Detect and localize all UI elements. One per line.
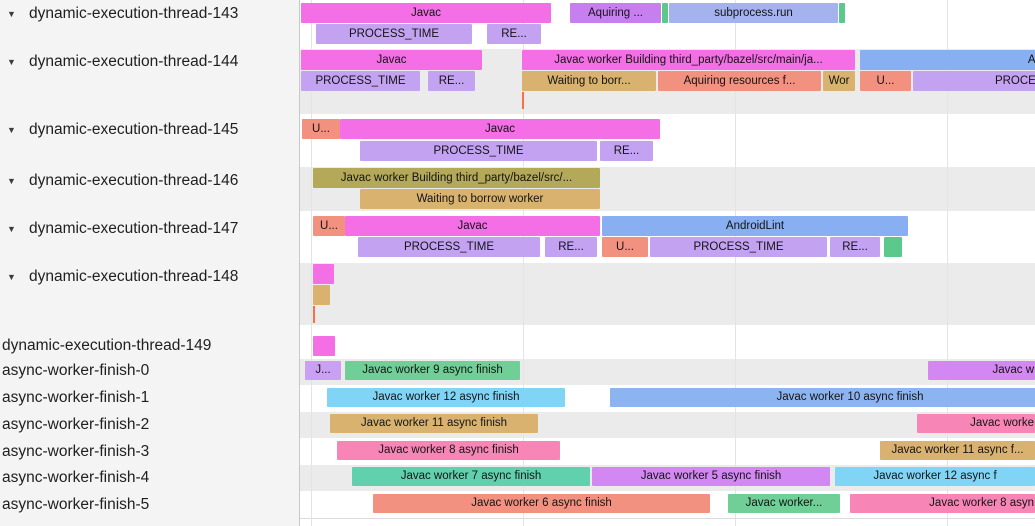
track-label: async-worker-finish-1	[2, 389, 150, 406]
trace-slice[interactable]: Javac worker 10 async finish	[610, 388, 1035, 407]
trace-slice-tick[interactable]	[313, 306, 315, 323]
trace-slice[interactable]: Waiting to borrow worker	[360, 189, 600, 209]
trace-slice[interactable]: Javac worke	[917, 414, 1035, 433]
trace-slice[interactable]: PROCESS_TIME	[360, 141, 597, 161]
collapse-arrow-icon[interactable]: ▼	[7, 272, 16, 282]
collapse-arrow-icon[interactable]: ▼	[7, 9, 16, 19]
collapse-arrow-icon[interactable]: ▼	[7, 224, 16, 234]
trace-slice[interactable]: Aquiring resources f...	[658, 71, 821, 91]
track-row-async-worker-finish-5[interactable]: async-worker-finish-5	[0, 495, 301, 515]
row-separator	[300, 518, 1035, 519]
trace-slice[interactable]: Javac worker 11 async f...	[880, 441, 1035, 460]
trace-slice[interactable]: Javac worker 6 async finish	[373, 494, 710, 513]
trace-slice[interactable]: Javac worker 7 async finish	[352, 467, 590, 486]
trace-slice[interactable]	[313, 285, 330, 305]
trace-slice[interactable]: Javac worker 8 async finish	[337, 441, 560, 460]
trace-slice[interactable]: Javac worker 12 async f	[835, 467, 1035, 486]
trace-slice[interactable]: RE...	[428, 71, 475, 91]
trace-slice[interactable]: Javac worker 11 async finish	[330, 414, 538, 433]
trace-slice[interactable]: RE...	[545, 237, 597, 257]
track-row-dynamic-execution-thread-145[interactable]: ▼ dynamic-execution-thread-145	[0, 120, 299, 140]
trace-slice[interactable]: Javac worker 12 async finish	[327, 388, 565, 407]
track-label: async-worker-finish-5	[2, 496, 150, 513]
trace-slice[interactable]: PROCESS_TIME	[358, 237, 540, 257]
trace-slice[interactable]: Javac	[345, 216, 600, 236]
trace-slice[interactable]	[839, 3, 845, 23]
trace-slice[interactable]: Javac	[301, 50, 482, 70]
gridline	[947, 0, 948, 526]
trace-slice[interactable]	[313, 336, 335, 356]
trace-slice[interactable]: U...	[302, 119, 340, 139]
trace-slice[interactable]: Javac worker Building third_party/bazel/…	[313, 168, 600, 188]
trace-slice[interactable]: PROCESS_TIME	[913, 71, 1035, 91]
track-label: dynamic-execution-thread-147	[29, 220, 239, 237]
trace-slice[interactable]: PROCESS_TIME	[316, 24, 472, 44]
trace-slice[interactable]: RE...	[600, 141, 653, 161]
track-row-dynamic-execution-thread-143[interactable]: ▼ dynamic-execution-thread-143	[0, 4, 299, 24]
trace-slice[interactable]: Javac	[301, 3, 551, 23]
collapse-arrow-icon[interactable]: ▼	[7, 176, 16, 186]
track-label: dynamic-execution-thread-146	[29, 172, 239, 189]
track-row-async-worker-finish-3[interactable]: async-worker-finish-3	[0, 442, 301, 462]
track-row-async-worker-finish-2[interactable]: async-worker-finish-2	[0, 415, 301, 435]
row-background-band	[300, 263, 1035, 325]
trace-slice[interactable]: AndroidLint	[860, 50, 1035, 70]
track-row-async-worker-finish-4[interactable]: async-worker-finish-4	[0, 468, 301, 488]
trace-slice[interactable]	[313, 264, 334, 284]
track-row-async-worker-finish-0[interactable]: async-worker-finish-0	[0, 361, 301, 381]
timeline-canvas[interactable]: Javac Aquiring ... subprocess.run PROCESS_T…	[300, 0, 1035, 526]
trace-slice[interactable]: Aquiring ...	[570, 3, 661, 23]
trace-slice[interactable]: AndroidLint	[602, 216, 908, 236]
trace-slice[interactable]: Javac worker 5 async finish	[592, 467, 830, 486]
track-row-dynamic-execution-thread-146[interactable]: ▼ dynamic-execution-thread-146	[0, 171, 299, 191]
track-row-dynamic-execution-thread-149[interactable]: dynamic-execution-thread-149	[0, 336, 301, 356]
track-label: dynamic-execution-thread-149	[2, 337, 212, 354]
track-label: async-worker-finish-4	[2, 469, 150, 486]
trace-slice[interactable]: Waiting to borr...	[522, 71, 656, 91]
track-label: async-worker-finish-3	[2, 443, 150, 460]
gridline	[311, 0, 312, 526]
trace-slice[interactable]: Javac worker Building third_party/bazel/…	[522, 50, 855, 70]
trace-slice[interactable]: Javac worker 9 async finish	[345, 361, 520, 380]
trace-slice[interactable]: J...	[305, 361, 341, 380]
trace-slice[interactable]	[884, 237, 902, 257]
trace-slice[interactable]: RE...	[487, 24, 541, 44]
trace-slice[interactable]: RE...	[830, 237, 880, 257]
trace-slice-tick[interactable]	[522, 92, 524, 109]
trace-slice[interactable]: Javac w	[928, 361, 1035, 380]
track-row-async-worker-finish-1[interactable]: async-worker-finish-1	[0, 388, 301, 408]
track-label: async-worker-finish-0	[2, 362, 150, 379]
trace-slice[interactable]: subprocess.run	[669, 3, 838, 23]
trace-slice[interactable]	[662, 3, 668, 23]
track-label: dynamic-execution-thread-145	[29, 121, 239, 138]
gridline	[735, 0, 736, 526]
trace-slice[interactable]: PROCESS_TIME	[301, 71, 420, 91]
collapse-arrow-icon[interactable]: ▼	[7, 57, 16, 67]
track-row-dynamic-execution-thread-147[interactable]: ▼ dynamic-execution-thread-147	[0, 219, 299, 239]
trace-slice[interactable]: PROCESS_TIME	[650, 237, 827, 257]
trace-slice[interactable]: Wor	[823, 71, 855, 91]
track-label: dynamic-execution-thread-148	[29, 268, 239, 285]
trace-slice[interactable]: U...	[313, 216, 345, 236]
track-row-dynamic-execution-thread-144[interactable]: ▼ dynamic-execution-thread-144	[0, 52, 299, 72]
collapse-arrow-icon[interactable]: ▼	[7, 125, 16, 135]
track-label: dynamic-execution-thread-144	[29, 53, 239, 70]
trace-slice[interactable]: U...	[602, 237, 648, 257]
trace-slice[interactable]: Javac	[340, 119, 660, 139]
track-label: async-worker-finish-2	[2, 416, 150, 433]
gridline	[523, 0, 524, 526]
track-label: dynamic-execution-thread-143	[29, 5, 239, 22]
track-row-dynamic-execution-thread-148[interactable]: ▼ dynamic-execution-thread-148	[0, 267, 299, 287]
track-name-panel: ▼ dynamic-execution-thread-143 ▼ dynamic-ex…	[0, 0, 300, 526]
trace-slice[interactable]: Javac worker...	[728, 494, 840, 513]
trace-slice[interactable]: Javac worker 8 asyn	[850, 494, 1035, 513]
trace-slice[interactable]: U...	[860, 71, 911, 91]
